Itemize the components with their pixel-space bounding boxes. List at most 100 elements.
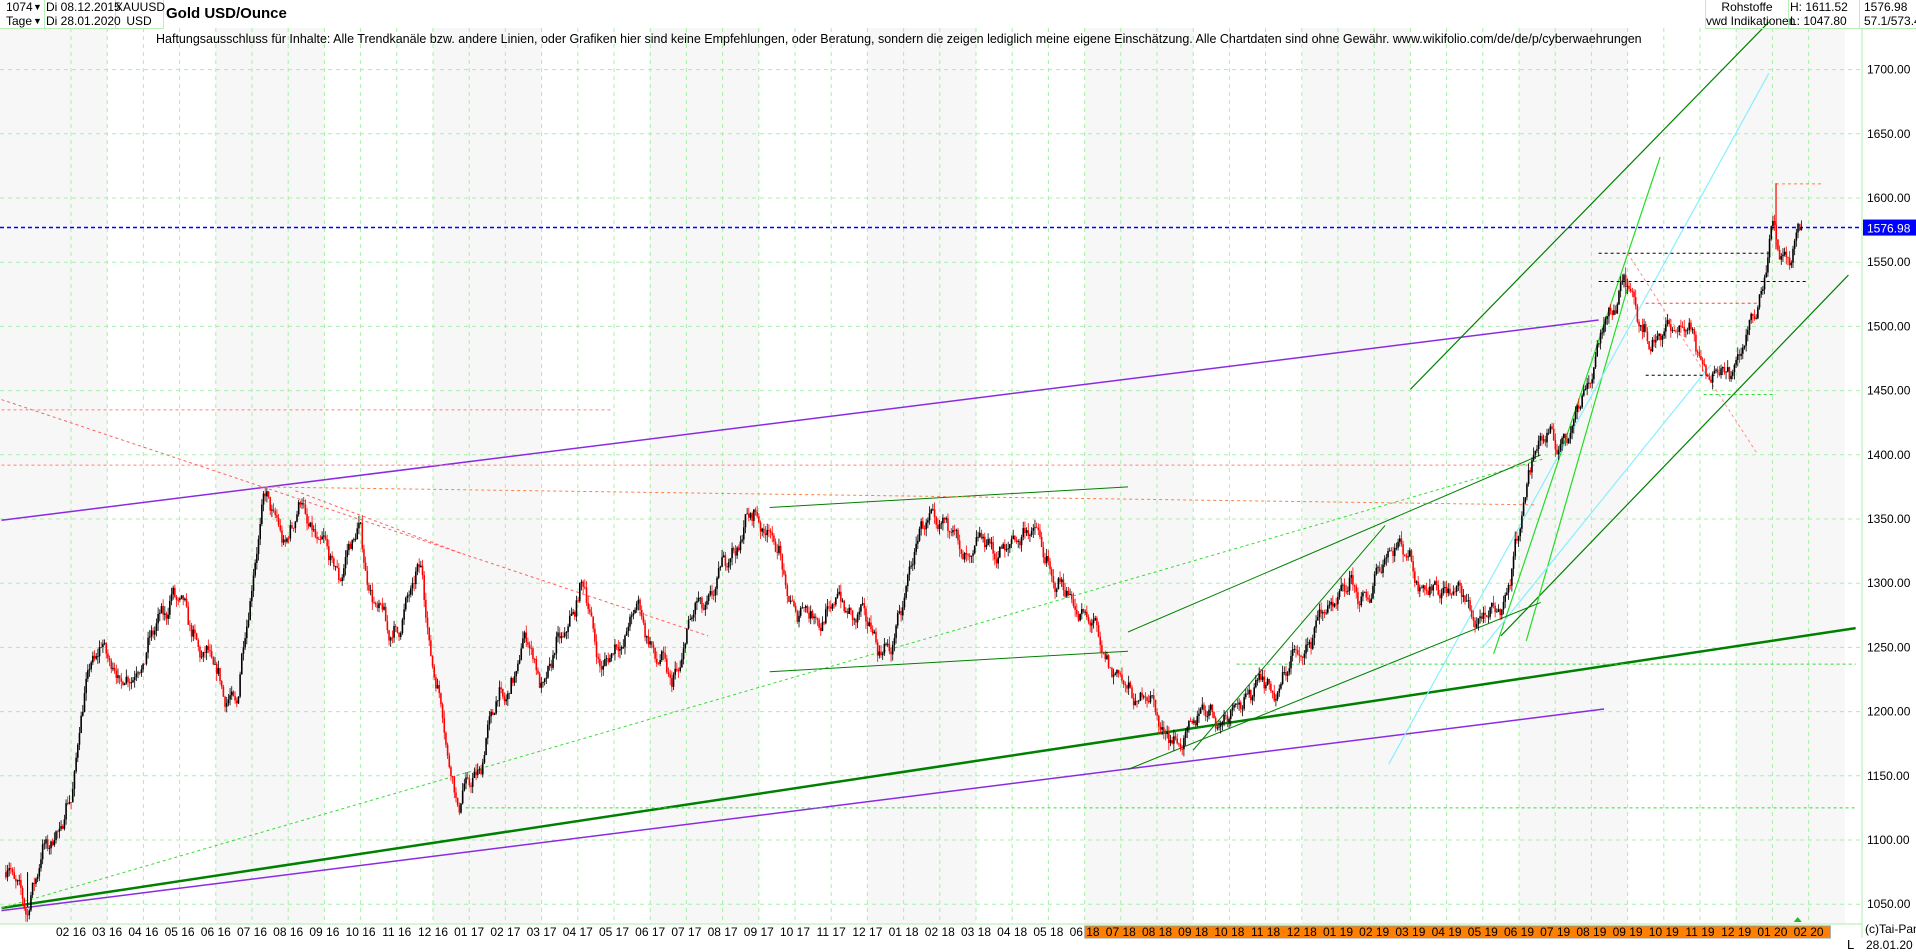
candle-body — [624, 635, 626, 647]
candle-body — [317, 539, 320, 540]
bars-count-select[interactable]: 1074 ▼ Tage ▼ — [0, 0, 45, 29]
candle-body — [1783, 251, 1786, 255]
candle — [1648, 341, 1650, 351]
candle-body — [518, 659, 521, 664]
range-marker-icon — [1793, 917, 1802, 922]
candle-body — [1268, 678, 1271, 684]
candle-body — [254, 562, 256, 576]
candle-body — [364, 562, 367, 571]
candle — [1300, 655, 1302, 661]
candle — [1276, 690, 1279, 702]
candle-body — [689, 619, 692, 620]
category: Rohstoffe — [1721, 0, 1773, 14]
candle-body — [326, 538, 328, 547]
candle — [1124, 681, 1127, 693]
candle — [604, 652, 606, 667]
candle-body — [727, 562, 730, 568]
candle-body — [26, 914, 29, 916]
candle — [425, 592, 427, 623]
candle — [1152, 688, 1155, 708]
candle-body — [490, 711, 492, 717]
scale-mode-button[interactable]: L — [1847, 937, 1855, 952]
candle — [1788, 251, 1791, 270]
candle-body — [404, 597, 407, 610]
candle-body — [475, 771, 477, 776]
date-to[interactable]: Di 28.01.2020 — [46, 14, 121, 28]
candle — [65, 799, 67, 825]
candle-body — [401, 619, 404, 634]
candle-body — [1536, 449, 1538, 451]
candle — [1248, 684, 1250, 698]
candle-body — [48, 848, 51, 850]
candle — [1626, 278, 1629, 295]
candle — [309, 522, 312, 528]
candle-body — [1517, 536, 1520, 541]
candle — [922, 516, 924, 530]
candle-body — [378, 603, 380, 608]
period-value[interactable]: Tage — [6, 14, 33, 28]
candle — [1670, 318, 1672, 338]
candle-body — [947, 518, 949, 532]
candle — [1589, 382, 1592, 389]
candle — [1178, 742, 1180, 747]
candle — [1586, 377, 1588, 396]
candle — [1613, 304, 1615, 316]
candle-body — [1594, 356, 1597, 368]
candle — [1757, 305, 1759, 320]
candle-body — [324, 535, 327, 539]
candle — [751, 511, 753, 526]
candle — [1151, 695, 1153, 699]
candle-body — [1710, 379, 1712, 383]
candle — [31, 882, 34, 898]
candle — [90, 660, 92, 673]
candle — [319, 535, 322, 545]
candle-body — [257, 539, 260, 554]
candle — [1258, 667, 1260, 683]
candle — [466, 771, 469, 780]
candle — [1002, 542, 1004, 549]
candle — [1019, 538, 1021, 549]
candle — [553, 652, 556, 659]
candle — [1583, 384, 1585, 397]
candle — [1725, 371, 1727, 380]
candle — [635, 600, 638, 613]
candle — [406, 592, 409, 603]
candle — [522, 631, 524, 649]
candle — [1619, 276, 1622, 298]
candle — [376, 601, 379, 612]
candle-body — [1407, 556, 1409, 558]
candle — [133, 670, 136, 688]
candle-body — [1295, 649, 1297, 651]
candle — [383, 602, 385, 611]
candle — [1792, 245, 1794, 268]
candle-body — [1643, 324, 1645, 333]
candle-body — [1715, 369, 1717, 371]
candle — [960, 548, 963, 559]
candle — [341, 574, 343, 586]
candle — [1698, 345, 1701, 358]
candle — [70, 802, 72, 810]
candle-body — [187, 606, 190, 625]
candle — [1268, 678, 1271, 690]
y-tick-label: 1150.00 — [1867, 769, 1910, 783]
candle — [855, 618, 857, 630]
candle — [1246, 688, 1249, 695]
candle-body — [1598, 343, 1600, 345]
candle — [1250, 689, 1252, 704]
candle-body — [910, 565, 912, 567]
y-tick-label: 1100.00 — [1867, 833, 1910, 847]
candle-body — [694, 602, 697, 615]
candle — [170, 587, 173, 606]
candle — [712, 590, 715, 601]
candle-body — [1447, 588, 1450, 594]
candle — [68, 795, 71, 805]
trendline-orange-dashed — [259, 486, 1538, 506]
candle — [1132, 693, 1135, 710]
date-from[interactable]: Di 08.12.2015 — [46, 0, 121, 14]
date-range[interactable]: Di 08.12.2015 Di 28.01.2020 — [44, 0, 121, 29]
candle-body — [1117, 669, 1120, 674]
candle-body — [901, 607, 904, 616]
y-tick-label: 1200.00 — [1867, 705, 1911, 719]
y-tick-label: 1500.00 — [1867, 319, 1911, 333]
